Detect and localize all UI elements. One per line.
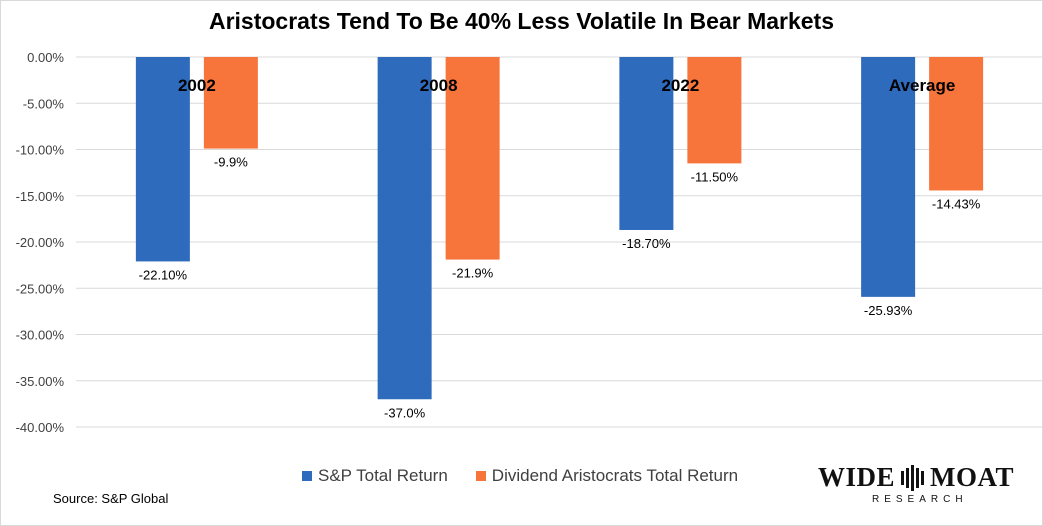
data-label: -37.0% <box>384 405 426 420</box>
legend-swatch-sp <box>302 471 312 481</box>
legend-label-sp: S&P Total Return <box>318 466 448 485</box>
legend-swatch-aristocrats <box>475 471 486 481</box>
data-label: -18.70% <box>622 236 671 251</box>
data-label: -14.43% <box>932 196 981 211</box>
y-tick-label: -35.00% <box>16 374 65 389</box>
bar-aristocrats <box>203 57 258 149</box>
logo-pillars-icon <box>901 464 925 491</box>
data-label: -21.9% <box>452 266 494 281</box>
logo-text-moat: MOAT <box>930 462 1015 492</box>
legend-item-sp: S&P Total Return <box>302 466 448 486</box>
y-tick-label: -40.00% <box>16 420 65 435</box>
bar-sp <box>861 57 916 297</box>
logo-text-research: RESEARCH <box>872 494 968 505</box>
source-note: Source: S&P Global <box>53 491 169 506</box>
category-label: Average <box>889 76 955 95</box>
y-tick-label: -25.00% <box>16 281 65 296</box>
bar-aristocrats <box>687 57 742 164</box>
bar-sp <box>619 57 674 230</box>
bar-sp <box>135 57 190 262</box>
logo-text-wide: WIDE <box>818 462 896 492</box>
y-tick-label: 0.00% <box>27 50 64 65</box>
legend-label-aristocrats: Dividend Aristocrats Total Return <box>491 466 739 485</box>
chart-legend: S&P Total Return Dividend Aristocrats To… <box>302 466 758 486</box>
data-label: -9.9% <box>214 155 248 170</box>
y-tick-label: -10.00% <box>16 143 65 158</box>
y-tick-label: -30.00% <box>16 328 65 343</box>
bar-aristocrats <box>445 57 500 260</box>
data-label: -11.50% <box>691 169 739 184</box>
bar-sp <box>377 57 432 400</box>
data-label: -22.10% <box>139 267 188 282</box>
y-tick-label: -5.00% <box>23 96 65 111</box>
category-label: 2022 <box>661 76 699 95</box>
category-label: 2002 <box>178 76 216 95</box>
category-label: 2008 <box>420 76 458 95</box>
y-tick-label: -20.00% <box>16 235 65 250</box>
bar-aristocrats <box>929 57 984 191</box>
chart-title: Aristocrats Tend To Be 40% Less Volatile… <box>208 8 835 34</box>
wide-moat-logo: WIDE MOAT RESEARCH <box>818 462 1018 505</box>
y-tick-label: -15.00% <box>16 189 65 204</box>
legend-item-aristocrats: Dividend Aristocrats Total Return <box>475 466 739 486</box>
data-label: -25.93% <box>864 303 913 318</box>
